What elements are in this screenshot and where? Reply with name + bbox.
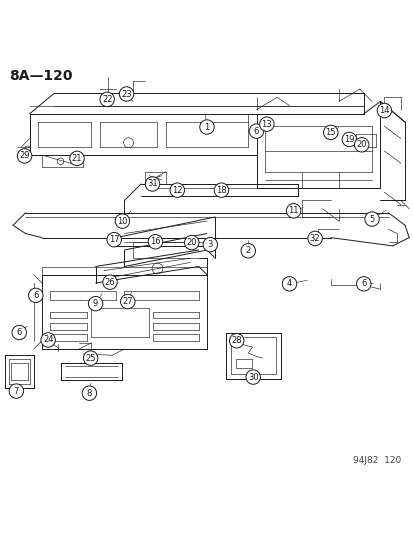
Text: 20: 20 <box>356 140 366 149</box>
Text: 6: 6 <box>33 291 38 300</box>
Circle shape <box>70 151 84 166</box>
Circle shape <box>145 177 159 191</box>
Circle shape <box>199 120 214 134</box>
Circle shape <box>120 294 135 309</box>
Text: 4: 4 <box>286 279 292 288</box>
Circle shape <box>307 231 322 246</box>
Text: 14: 14 <box>378 106 389 115</box>
Text: 13: 13 <box>261 119 271 128</box>
Circle shape <box>83 351 97 365</box>
Circle shape <box>107 232 121 247</box>
Circle shape <box>323 125 337 140</box>
Text: 22: 22 <box>102 95 112 104</box>
Circle shape <box>100 92 114 107</box>
Text: 5: 5 <box>368 215 374 223</box>
Circle shape <box>115 214 129 228</box>
Text: 10: 10 <box>117 216 127 225</box>
Text: 8A—120: 8A—120 <box>9 69 72 83</box>
Circle shape <box>82 386 96 400</box>
Circle shape <box>341 132 356 147</box>
Circle shape <box>376 103 391 118</box>
Text: 94J82  120: 94J82 120 <box>352 456 400 465</box>
Text: 16: 16 <box>150 237 160 246</box>
Text: 11: 11 <box>288 206 298 215</box>
Text: 6: 6 <box>360 279 366 288</box>
Text: 12: 12 <box>172 185 182 195</box>
Text: 25: 25 <box>85 353 96 362</box>
Text: 9: 9 <box>93 299 98 308</box>
Text: 30: 30 <box>247 373 258 382</box>
Circle shape <box>354 138 368 152</box>
Text: 7: 7 <box>14 386 19 395</box>
Circle shape <box>28 288 43 303</box>
Circle shape <box>41 333 55 347</box>
Text: 19: 19 <box>343 135 354 144</box>
Circle shape <box>229 334 243 348</box>
Circle shape <box>184 236 199 250</box>
Text: 17: 17 <box>109 235 119 244</box>
Circle shape <box>88 296 102 311</box>
Text: 32: 32 <box>309 234 320 243</box>
Circle shape <box>245 370 260 384</box>
Circle shape <box>17 149 32 163</box>
Text: 15: 15 <box>325 128 335 137</box>
Text: 29: 29 <box>19 151 30 160</box>
Circle shape <box>214 183 228 197</box>
Circle shape <box>356 277 370 291</box>
Circle shape <box>286 204 300 218</box>
Text: 20: 20 <box>186 238 197 247</box>
Text: 23: 23 <box>121 90 131 99</box>
Circle shape <box>170 183 184 197</box>
Text: 26: 26 <box>104 278 115 287</box>
Circle shape <box>9 384 24 398</box>
Text: 24: 24 <box>43 335 53 344</box>
Text: 8: 8 <box>86 389 92 398</box>
Text: 21: 21 <box>71 154 82 163</box>
Circle shape <box>203 237 217 252</box>
Circle shape <box>282 277 296 291</box>
Text: 1: 1 <box>204 123 209 132</box>
Circle shape <box>12 325 26 340</box>
Text: 18: 18 <box>216 185 226 195</box>
Text: 6: 6 <box>253 127 259 136</box>
Circle shape <box>102 275 117 289</box>
Text: 2: 2 <box>245 246 250 255</box>
Text: 6: 6 <box>17 328 22 337</box>
Circle shape <box>148 235 162 249</box>
Circle shape <box>249 124 263 139</box>
Text: 28: 28 <box>231 336 242 345</box>
Circle shape <box>119 87 133 101</box>
Text: 31: 31 <box>147 180 157 189</box>
Circle shape <box>364 212 378 227</box>
Circle shape <box>240 244 255 258</box>
Circle shape <box>259 117 273 131</box>
Text: 3: 3 <box>207 240 212 249</box>
Text: 27: 27 <box>122 297 133 306</box>
